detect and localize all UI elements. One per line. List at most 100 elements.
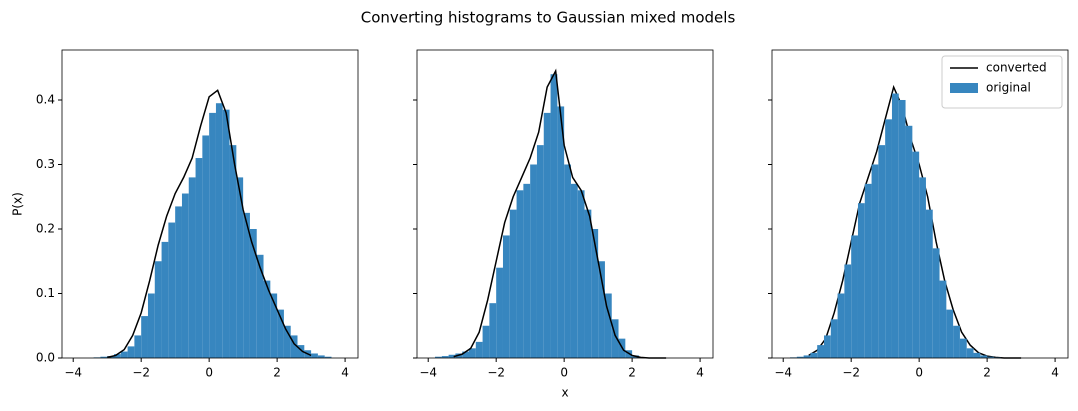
x-tick-label: 0	[205, 366, 213, 380]
subplot: −4 −2 0 2 4 0.0 0.1 0.2 0.3 0.4 P(x)	[11, 49, 359, 380]
hist-bar	[249, 228, 257, 358]
hist-bar	[966, 348, 974, 358]
x-tick-label: 2	[628, 366, 636, 380]
hist-bar	[939, 280, 947, 358]
hist-bar	[844, 264, 852, 358]
hist-bar	[290, 335, 298, 358]
hist-bar	[263, 280, 271, 358]
hist-bar	[283, 325, 291, 358]
legend-swatch	[950, 83, 978, 93]
hist-bar	[215, 103, 223, 358]
x-tick-label: −4	[64, 366, 82, 380]
hist-bar	[946, 309, 954, 358]
x-tick-label: −2	[487, 366, 505, 380]
hist-bar	[973, 352, 981, 358]
hist-bar	[550, 74, 558, 359]
hist-bar	[925, 209, 933, 358]
x-tick-label: 0	[560, 366, 568, 380]
hist-bar	[878, 145, 886, 358]
hist-bar	[598, 261, 605, 358]
y-tick-label: 0.1	[36, 286, 55, 300]
hist-bar	[195, 158, 203, 358]
x-tick-label: 0	[915, 366, 923, 380]
hist-bar	[175, 206, 182, 358]
hist-bar	[564, 164, 571, 358]
hist-bar	[435, 356, 442, 358]
hist-bar	[543, 112, 551, 359]
line	[453, 68, 667, 359]
hist-bar	[557, 106, 565, 358]
figure-title: Converting histograms to Gaussian mixed …	[361, 9, 736, 27]
subplot: −4 −2 0 2 4 x	[413, 49, 714, 400]
hist-bar	[188, 177, 196, 358]
legend-label: converted	[986, 61, 1047, 75]
hist-bar	[181, 193, 189, 358]
hist-bar	[236, 177, 244, 358]
hist-bar	[530, 164, 537, 358]
hist-bar	[161, 241, 169, 358]
axes-frame	[416, 49, 714, 359]
hist-bar	[987, 356, 994, 358]
hist-bar	[168, 222, 176, 358]
hist-bar	[864, 183, 872, 358]
hist-bar	[482, 325, 490, 358]
hist-bar	[980, 355, 988, 358]
hist-bar	[496, 267, 503, 358]
hist-bar	[441, 356, 449, 358]
hist-bar	[591, 228, 599, 358]
hist-bar	[584, 209, 592, 358]
hist-bar	[229, 145, 237, 358]
hist-bar	[448, 354, 456, 358]
hist-bar	[837, 293, 845, 358]
x-tick-label: 4	[1051, 366, 1059, 380]
legend-label: original	[986, 81, 1031, 95]
hist-bar	[202, 135, 210, 358]
hist-bar	[885, 119, 892, 358]
hist-bar	[209, 112, 216, 359]
hist-bar	[891, 93, 899, 358]
hist-bar	[270, 293, 278, 358]
hist-bar	[523, 183, 531, 358]
hist-bar	[468, 348, 476, 358]
hist-bar	[830, 319, 838, 358]
y-tick-label: 0.4	[36, 92, 55, 106]
axes-frame	[771, 49, 1069, 359]
x-tick-label: −4	[774, 366, 792, 380]
hist-bar	[154, 261, 162, 358]
hist-bar	[256, 254, 264, 358]
hist-bar	[120, 351, 128, 358]
hist-bar	[611, 319, 619, 358]
legend-box	[941, 55, 1063, 109]
hist-bar	[851, 235, 858, 358]
hist-bar	[489, 303, 497, 358]
hist-bar	[817, 345, 824, 358]
hist-bar	[317, 355, 325, 358]
hist-bar	[222, 109, 230, 359]
hist-bar	[953, 325, 960, 358]
hist-bar	[810, 352, 818, 358]
hist-bar	[803, 355, 811, 358]
x-tick-label: 2	[983, 366, 991, 380]
x-tick-label: 2	[273, 366, 281, 380]
hist-bar	[871, 164, 879, 358]
hist-bar	[311, 353, 318, 358]
hist-bar	[516, 190, 524, 358]
x-tick-label: −4	[419, 366, 437, 380]
hist-bar	[127, 346, 135, 358]
x-tick-label: −2	[132, 366, 150, 380]
x-tick-label: −2	[842, 366, 860, 380]
hist-bar	[147, 293, 155, 358]
hist-bar	[932, 248, 940, 358]
hist-bar	[324, 356, 332, 358]
hist-bar	[905, 125, 913, 358]
subplot: −4 −2 0 2 4 converted original	[768, 49, 1069, 380]
hist-bar	[912, 151, 920, 358]
hist-bar	[100, 356, 108, 358]
hist-bar	[277, 309, 284, 358]
hist-bar	[570, 183, 578, 358]
axes-frame	[61, 49, 359, 359]
hist-bar	[509, 209, 517, 358]
x-tick-label: 4	[696, 366, 704, 380]
hist-bar	[113, 354, 121, 358]
y-tick-label: 0.2	[36, 221, 55, 235]
